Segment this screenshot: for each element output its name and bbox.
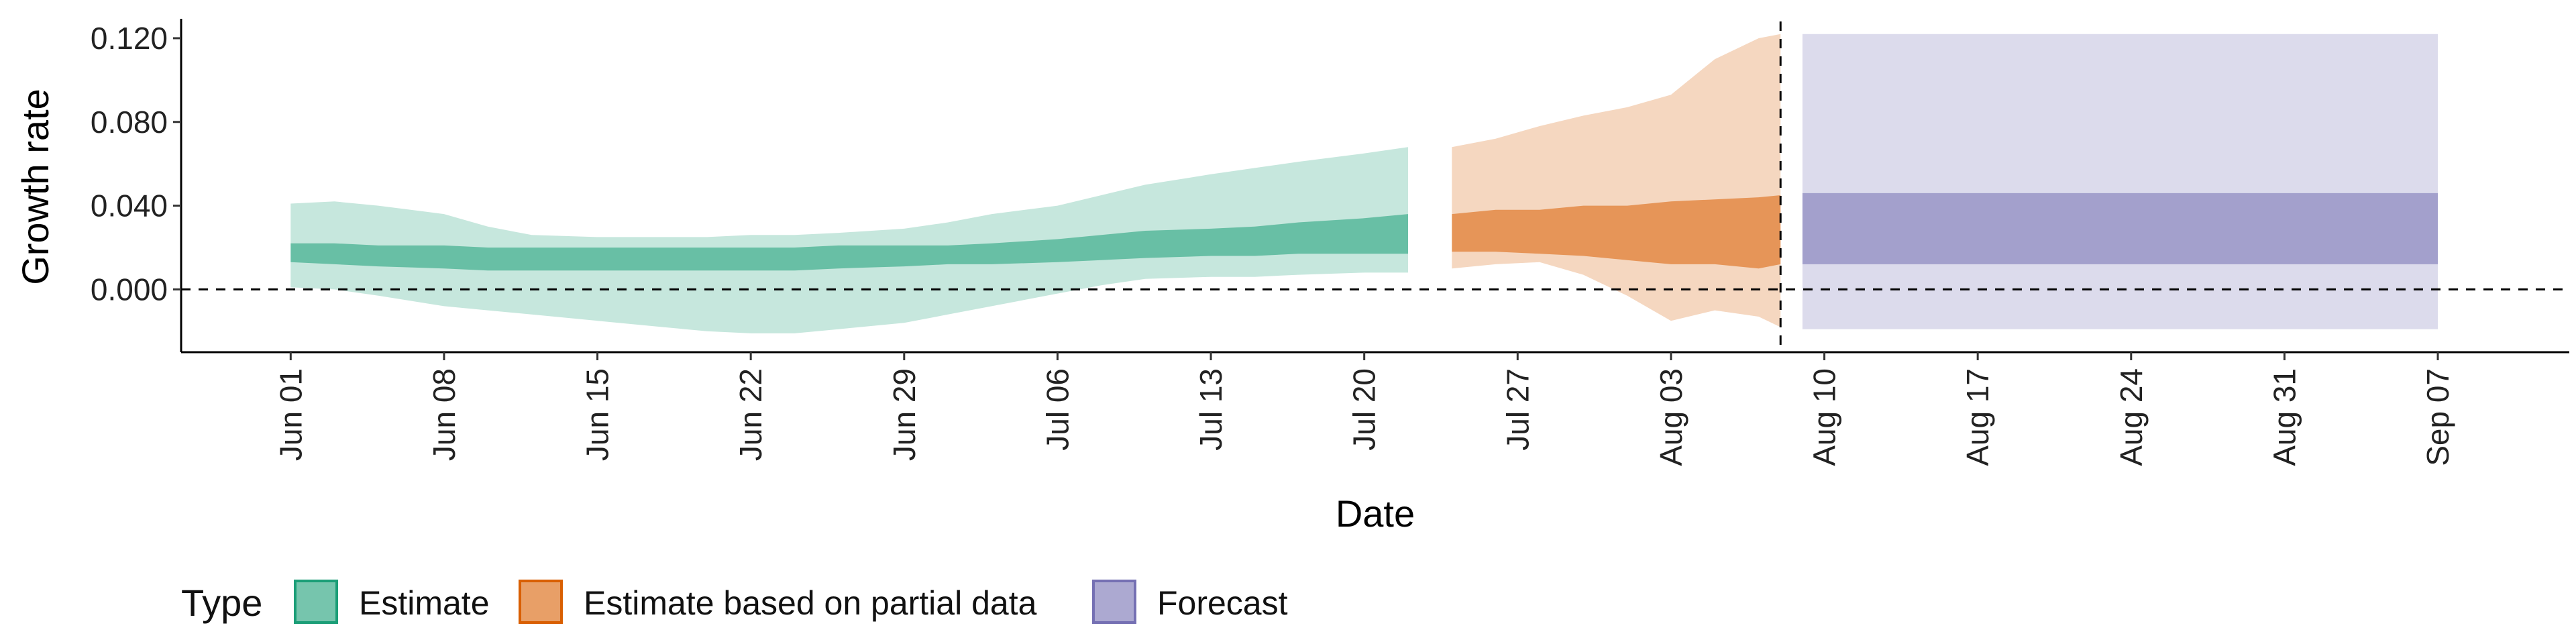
reference-lines: [181, 21, 2569, 352]
x-tick-label: Jun 15: [580, 368, 615, 461]
legend-label-estimate-based-on-partial-data: Estimate based on partial data: [584, 584, 1037, 622]
legend-title: Type: [181, 582, 262, 624]
forecast-90-ribbon: [1802, 34, 2438, 329]
legend: Type Estimate Estimate based on partial d…: [181, 580, 1288, 624]
legend-label-forecast: Forecast: [1157, 584, 1288, 622]
y-tick-label: 0.080: [91, 105, 168, 140]
legend-key-estimate: [294, 580, 338, 624]
x-tick-label: Aug 03: [1654, 368, 1688, 466]
x-tick-label: Jun 01: [273, 368, 308, 461]
legend-key-forecast: [1092, 580, 1136, 624]
x-tick-label: Aug 10: [1807, 368, 1842, 466]
estimate-based-on-partial-data-90-ribbon: [1452, 34, 1781, 327]
estimate-90-ribbon: [290, 147, 1408, 333]
estimate-50-ribbon: [290, 214, 1408, 271]
x-tick-label: Jul 06: [1040, 368, 1075, 451]
axes-layer: 0.000 0.040 0.080 0.120 Jun 01 Jun 08 Jun 15 Ju…: [91, 19, 2569, 466]
x-tick-label: Aug 31: [2267, 368, 2302, 466]
legend-key-estimate-based-on-partial-data: [519, 580, 563, 624]
x-tick-label: Jul 27: [1500, 368, 1535, 451]
y-tick-label: 0.000: [91, 272, 168, 307]
x-tick-label: Aug 24: [2114, 368, 2149, 466]
estimate-based-on-partial-data-50-ribbon: [1452, 195, 1781, 269]
legend-label-estimate: Estimate: [359, 584, 490, 622]
x-tick-label: Aug 17: [1960, 368, 1995, 466]
x-tick-label: Jun 29: [887, 368, 922, 461]
y-tick-label: 0.040: [91, 189, 168, 223]
forecast-50-ribbon: [1802, 193, 2438, 264]
y-axis-title: Growth rate: [14, 89, 56, 285]
x-tick-label: Jul 20: [1347, 368, 1382, 451]
y-tick-label: 0.120: [91, 21, 168, 56]
x-tick-label: Jun 22: [733, 368, 768, 461]
ribbon-layer: [290, 34, 2438, 333]
x-tick-label: Sep 07: [2420, 368, 2455, 466]
x-tick-label: Jun 08: [427, 368, 462, 461]
x-axis-title: Date: [1336, 492, 1415, 535]
x-tick-label: Jul 13: [1193, 368, 1228, 451]
